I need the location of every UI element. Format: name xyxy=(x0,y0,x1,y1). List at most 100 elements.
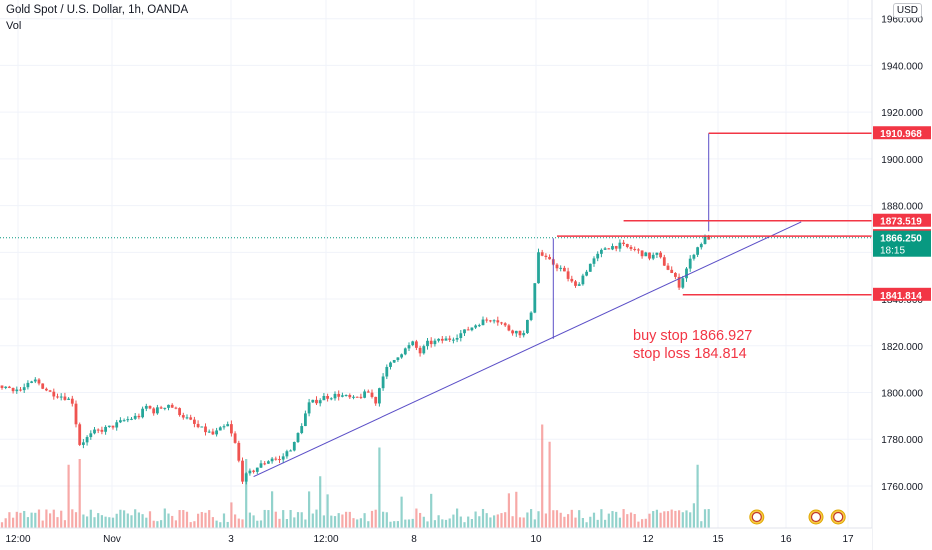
candle-body xyxy=(104,426,107,432)
countdown-label: 18:15 xyxy=(880,246,905,257)
candle-body xyxy=(30,381,33,383)
candle-body xyxy=(459,333,463,338)
volume-bar xyxy=(341,514,344,528)
volume-bar xyxy=(78,459,81,528)
candle-body xyxy=(311,399,315,403)
volume-bar xyxy=(541,424,544,528)
volume-bar xyxy=(663,511,666,528)
candle-body xyxy=(688,258,692,269)
volume-bar xyxy=(448,518,451,528)
volume-bar xyxy=(348,511,351,528)
symbol-title[interactable]: Gold Spot / U.S. Dollar, 1h, OANDA xyxy=(6,4,189,16)
volume-bar xyxy=(256,520,259,528)
candle-body xyxy=(674,272,677,277)
currency-button[interactable]: USD xyxy=(892,3,922,18)
candle-body xyxy=(141,408,144,418)
candle-body xyxy=(355,396,359,398)
volume-bar xyxy=(219,522,222,528)
volume-bar xyxy=(419,512,422,528)
candle-body xyxy=(307,402,311,414)
volume-bar xyxy=(63,520,66,528)
candle-body xyxy=(170,404,174,408)
volume-bar xyxy=(555,510,559,528)
volume-bar xyxy=(100,515,103,528)
volume-bar xyxy=(611,511,614,528)
volume-indicator-label[interactable]: Vol xyxy=(6,20,22,32)
volume-bar xyxy=(248,512,251,528)
volume-bar xyxy=(337,513,340,528)
level-price-label: 1841.814 xyxy=(880,291,922,302)
volume-bar xyxy=(441,519,444,528)
price-axis-tick-label: 1780.000 xyxy=(881,435,923,446)
volume-bar xyxy=(12,517,15,528)
candle-body xyxy=(681,278,685,288)
volume-bar xyxy=(666,511,670,528)
candle-body xyxy=(651,254,655,259)
candle-body xyxy=(592,258,596,264)
candle-body xyxy=(11,387,15,392)
volume-bar xyxy=(489,517,492,528)
candle-body xyxy=(381,376,385,389)
candle-body xyxy=(107,425,111,427)
time-axis-tick-label: 12:00 xyxy=(313,534,338,545)
volume-bar xyxy=(152,520,155,528)
volume-bar xyxy=(52,509,55,528)
candle-body xyxy=(540,252,544,256)
candle-body xyxy=(230,424,233,434)
volume-bar xyxy=(111,517,115,528)
volume-bar xyxy=(378,447,381,528)
volume-bar xyxy=(526,512,529,528)
volume-bar xyxy=(211,517,214,528)
candle-body xyxy=(248,470,252,474)
candle-body xyxy=(500,322,503,324)
volume-bar xyxy=(45,509,48,528)
volume-bar xyxy=(626,514,629,528)
volume-bar xyxy=(230,502,233,528)
candle-body xyxy=(8,386,11,388)
candle-body xyxy=(122,420,126,422)
volume-bar xyxy=(252,515,255,528)
candle-body xyxy=(699,244,703,248)
volume-bar xyxy=(126,513,129,528)
candle-body xyxy=(529,312,533,320)
candle-body xyxy=(296,433,300,442)
candle-body xyxy=(444,338,448,341)
volume-bar xyxy=(145,517,148,528)
volume-bar xyxy=(293,517,296,528)
volume-bar xyxy=(130,515,133,528)
candle-body xyxy=(618,242,622,249)
candle-body xyxy=(333,393,337,399)
volume-bar xyxy=(604,519,607,528)
candle-body xyxy=(196,423,200,428)
volume-bar xyxy=(0,522,4,528)
volume-bar xyxy=(396,521,399,528)
volume-bar xyxy=(200,512,203,528)
candle-body xyxy=(600,249,603,254)
volume-bar xyxy=(304,519,307,528)
current-price-label-background xyxy=(873,230,931,257)
candle-body xyxy=(89,433,93,438)
flag-icon xyxy=(833,511,844,523)
price-axis-tick-label: 1760.000 xyxy=(881,482,923,493)
candle-body xyxy=(45,388,48,391)
candle-body xyxy=(244,473,248,482)
volume-bar xyxy=(522,517,525,528)
volume-bar xyxy=(648,513,651,528)
volume-bar xyxy=(289,510,292,528)
volume-bar xyxy=(567,514,570,528)
volume-bar xyxy=(581,518,584,528)
candle-body xyxy=(56,396,59,398)
volume-bar xyxy=(485,513,488,528)
volume-bar xyxy=(659,512,662,528)
candle-body xyxy=(211,431,215,435)
volume-bar xyxy=(271,491,274,528)
candle-body xyxy=(666,265,670,270)
volume-bar xyxy=(370,510,374,528)
volume-bar xyxy=(703,509,707,528)
candle-body xyxy=(466,329,470,331)
candle-body xyxy=(581,275,585,285)
volume-bar xyxy=(30,512,33,528)
volume-bar xyxy=(685,510,688,528)
volume-bar xyxy=(215,520,218,528)
